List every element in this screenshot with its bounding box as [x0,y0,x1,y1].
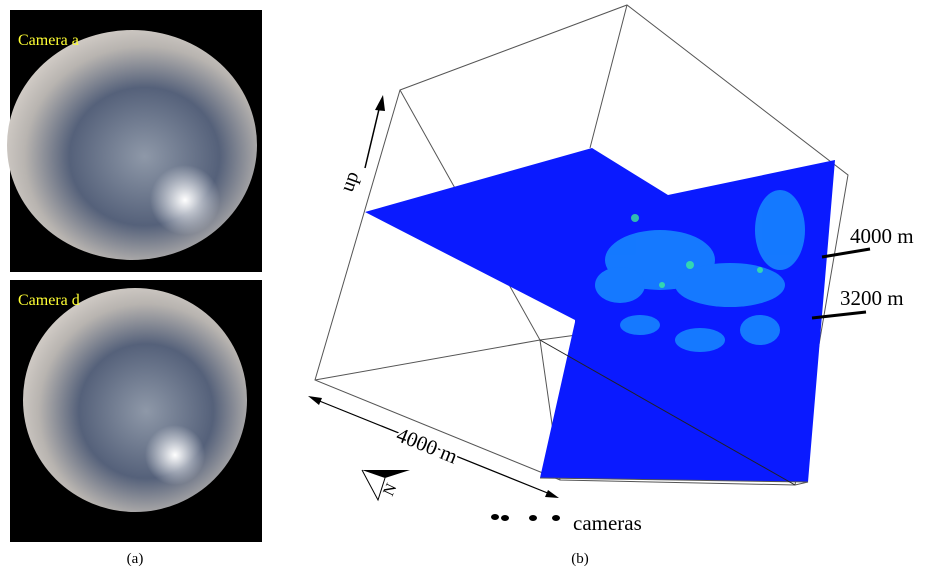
arrow-head [545,490,559,498]
camera-d-image: Camera d [10,280,262,542]
cameras-label: cameras [573,511,642,535]
camera-label: Camera a [18,32,79,49]
up-arrow [364,104,381,169]
north-label: N [380,481,400,499]
camera-a-image: Camera a [7,10,262,272]
reconstruction-slices [365,148,835,486]
up-label: up [336,168,364,194]
caption: (a) [127,551,144,567]
height-marker [811,310,867,320]
height-label: 4000 m [850,224,914,248]
width-arrow [311,397,556,497]
height-label: 3200 m [840,286,904,310]
caption: (b) [571,551,589,567]
height-marker [821,247,871,259]
north-arrow [361,469,386,502]
camera-label: Camera d [18,292,80,309]
arrow-head [375,95,385,111]
camera-markers [491,514,560,521]
width-label: 4000 m [393,422,461,468]
north-arrow [362,470,410,478]
arrow-head [308,396,322,405]
